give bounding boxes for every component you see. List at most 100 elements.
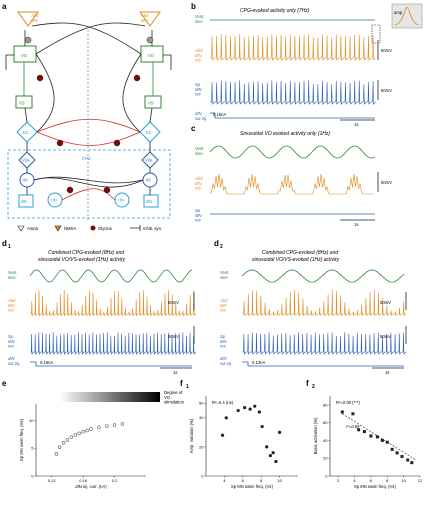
panel-e-letter: e [2, 379, 7, 388]
panel-d2-sub: 2 [220, 244, 223, 250]
x-axis-label: Sp MN swim freq. (Hz) [354, 484, 397, 489]
panel-f1: f 1 4 6 8 10 0 20 40 50 Sp MN swim freq. (Hz) Amp… [180, 379, 298, 489]
panel-a-legend: Ampa NMDA Glycine Inhib. syn. [17, 225, 162, 232]
x-tick-label: 12 [418, 478, 423, 483]
x-tick-label: 6 [370, 478, 373, 483]
data-point [385, 440, 389, 444]
x-tick-label: 8 [260, 478, 263, 483]
d2-current-step [242, 361, 404, 367]
circuit-connections [23, 22, 154, 220]
ampa-legend-icon [17, 225, 25, 232]
panel-f2-sub: 2 [312, 384, 315, 390]
din-right-label: V0 [146, 178, 152, 183]
legend-glycine: Glycine [98, 226, 113, 231]
data-point [395, 451, 399, 455]
panel-c-letter: c [191, 124, 196, 133]
c-abd-label: Abd MN rec [194, 176, 203, 191]
y-tick-label: 0 [201, 473, 204, 478]
c-scale-v: 50mV [381, 180, 392, 185]
data-point [390, 447, 394, 451]
y-axis-label: Amp. variation (%) [189, 418, 194, 453]
y-tick-label: 40 [199, 415, 204, 420]
data-point [224, 416, 228, 420]
panel-d1-sub: 1 [8, 244, 11, 250]
data-point [97, 425, 101, 430]
data-point [351, 412, 355, 416]
legend-nmda: NMDA [64, 226, 77, 231]
vs-left-label: VS [19, 101, 25, 106]
legend-inhib: Inhib. syn. [143, 226, 162, 231]
data-point [400, 454, 404, 458]
data-point [65, 438, 70, 442]
panel-a: a Abd MN Abd MN VO VO VS VS EC EC CPG [2, 2, 172, 232]
d1-sp-trace [30, 332, 196, 355]
y-tick-label: 80 [323, 402, 328, 407]
x-axis-label: Sp MN swim freq. (Hz) [231, 484, 274, 489]
abd-mn-left-label: Abd MN [30, 13, 39, 23]
cin-left-label: cIN [51, 198, 57, 203]
b-current-step [210, 112, 375, 119]
b-scale-i: 0.16nA [213, 112, 226, 117]
data-point [112, 423, 117, 427]
d2-scale-t: 1s [385, 370, 389, 375]
data-point [253, 404, 257, 408]
x-tick-label: 0.12 [48, 478, 57, 483]
data-point [54, 452, 59, 456]
d2-scale-v: 50mV [380, 300, 391, 305]
c-vest-label: Vest. sine [195, 146, 204, 156]
b-vest-label: Vest. sine [195, 14, 204, 24]
d1-vest-label: Vest. sine [8, 270, 17, 280]
ec-left-label: EC [23, 130, 29, 135]
panel-d2-letter: d [214, 239, 219, 248]
data-point [340, 410, 344, 414]
panel-a-letter: a [2, 2, 7, 11]
panel-d1: d 1 Combined CPG-evoked (8Hz) and sinuso… [2, 239, 196, 375]
d2-vest-label: Vest. sine [220, 270, 229, 280]
data-point [85, 428, 89, 433]
b-scale-v2: 50mV [381, 88, 392, 93]
y-axis-label: Basic activation (%) [313, 417, 318, 454]
f2-fit-label: r²=0.69 [346, 424, 360, 429]
y-tick-label: 0 [31, 473, 34, 478]
data-point [406, 458, 410, 462]
panel-f2: f 2 2 4 6 8 10 12 0 20 40 60 80 Sp MN swim freq. (H… [306, 379, 423, 489]
panel-b-letter: b [191, 2, 196, 11]
abd-mn-left: Abd MN [17, 11, 39, 27]
d2-abd-trace [242, 290, 406, 317]
data-point [248, 407, 252, 411]
spmn-left-box [18, 194, 34, 208]
data-point [268, 454, 272, 458]
c-scale-t: 1s [354, 222, 358, 227]
panel-d2: d 2 Combined CPG-evoked (8Hz) and sinuso… [214, 239, 407, 375]
data-point [357, 428, 361, 432]
d1-scale-v: 50mV [168, 300, 179, 305]
data-point [278, 430, 282, 434]
data-point [120, 422, 125, 426]
d1-sp-label: Sp MN rec [8, 334, 15, 349]
x-tick-label: 0.16 [79, 478, 88, 483]
x-tick-label: 8 [386, 478, 389, 483]
data-point [236, 408, 240, 413]
v2a-left-label: V2a [22, 158, 30, 163]
y-tick-label: 5 [31, 446, 34, 451]
data-point [57, 445, 62, 449]
data-point [243, 406, 247, 410]
chart-f1: 4 6 8 10 0 20 40 50 Sp MN swim freq. (Hz) Amp. va… [189, 396, 298, 489]
inhib-legend-icon [130, 225, 141, 231]
d2-dim-label: dIN cur.inj. [220, 356, 232, 366]
f1-stat: R²=0.4 (ns) [212, 400, 234, 405]
panel-d2-title1: Combined CPG-evoked (8Hz) and [262, 250, 338, 256]
data-point [73, 433, 78, 437]
y-axis-label: Sp MN swim freq. (Hz) [19, 418, 24, 461]
data-point [410, 461, 414, 465]
vo-left-label: VO [21, 53, 28, 58]
din-left-label: V0 [23, 178, 29, 183]
d2-scale-i: 0.13nA [252, 360, 265, 365]
data-point [220, 433, 225, 437]
y-tick-label: 0 [325, 473, 328, 478]
d1-scale-i: 0.16nA [40, 360, 53, 365]
panel-c: c Sinusoidal VO evoked activity only (1H… [191, 124, 392, 227]
panel-b-title: CPG-evoked activity only (7Hz) [240, 8, 310, 14]
y-tick-label: 60 [323, 420, 328, 425]
y-tick-label: 10 [29, 418, 34, 423]
